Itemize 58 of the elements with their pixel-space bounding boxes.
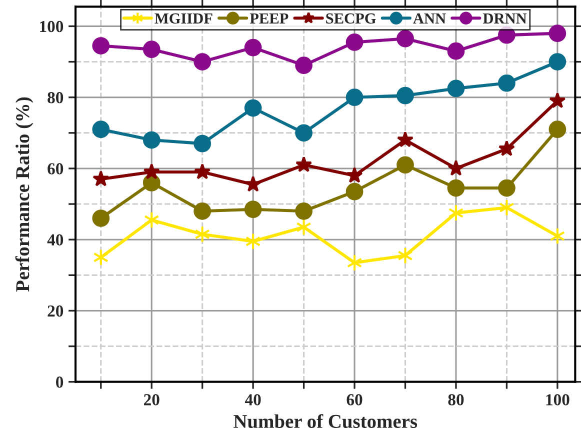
point [346,166,363,183]
point [346,88,364,106]
x-tick-label: 60 [346,394,362,406]
y-tick-label: 60 [48,163,64,174]
point [548,24,566,42]
point [346,182,364,200]
x-tick-label: 20 [144,394,160,406]
x-tick-label: 100 [546,394,570,406]
point [447,179,465,197]
y-tick-label: 100 [40,20,64,32]
y-tick-label: 80 [48,92,64,104]
point [143,163,160,180]
y-axis-title: Performance Ratio (%) [15,97,34,292]
legend-label: SECPG [326,13,376,24]
point [498,74,516,92]
point [244,99,262,117]
legend-label: ANN [413,13,446,24]
point [194,163,211,180]
point [295,124,312,142]
point [194,202,212,220]
point [549,92,566,108]
point [244,176,262,192]
point [548,53,566,70]
x-axis-title: Number of Customers [234,414,418,428]
point [447,80,465,98]
point [295,56,312,74]
point [396,30,414,48]
point [548,120,566,138]
point [346,34,364,51]
legend-label: MGIIDF [154,13,212,24]
point [398,246,413,264]
point [498,179,516,197]
point [498,140,516,156]
y-tick-label: 20 [48,305,64,317]
y-tick-label: 0 [56,376,64,388]
point [92,37,110,54]
point [92,170,110,186]
point [142,131,160,149]
point [92,210,110,227]
legend-label: PEEP [250,13,288,24]
point [396,86,414,104]
legend-label: DRNN [482,13,527,24]
point [499,198,514,216]
point [194,53,212,70]
y-tick-label: 40 [47,234,64,246]
point [448,160,464,176]
point [295,156,312,172]
point [244,200,262,218]
point [295,202,312,220]
point [396,131,414,148]
point [447,42,465,60]
x-tick-label: 40 [244,394,261,406]
point [142,40,160,58]
point [396,156,414,174]
point [92,120,110,138]
x-tick-label: 80 [448,394,464,406]
point [244,38,262,56]
point [194,134,212,152]
